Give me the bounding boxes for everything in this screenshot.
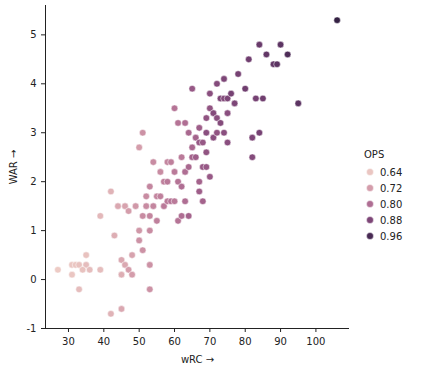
svg-text:30: 30 — [62, 336, 75, 347]
svg-text:OPS: OPS — [364, 149, 384, 160]
svg-text:0.72: 0.72 — [380, 183, 402, 194]
svg-text:2: 2 — [30, 176, 36, 187]
svg-text:60: 60 — [168, 336, 181, 347]
svg-text:80: 80 — [239, 336, 252, 347]
svg-text:0: 0 — [30, 274, 36, 285]
svg-text:0.80: 0.80 — [380, 199, 402, 210]
svg-text:70: 70 — [204, 336, 217, 347]
svg-text:4: 4 — [30, 78, 36, 89]
svg-text:wRC →: wRC → — [181, 354, 214, 365]
svg-text:90: 90 — [274, 336, 287, 347]
svg-text:50: 50 — [133, 336, 146, 347]
svg-text:0.64: 0.64 — [380, 167, 402, 178]
svg-text:1: 1 — [30, 225, 36, 236]
svg-text:3: 3 — [30, 127, 36, 138]
svg-text:0.96: 0.96 — [380, 231, 402, 242]
svg-text:100: 100 — [306, 336, 325, 347]
svg-text:40: 40 — [97, 336, 110, 347]
svg-text:0.88: 0.88 — [380, 215, 402, 226]
svg-text:5: 5 — [30, 29, 36, 40]
svg-text:-1: -1 — [27, 323, 37, 334]
svg-text:WAR →: WAR → — [8, 150, 19, 185]
